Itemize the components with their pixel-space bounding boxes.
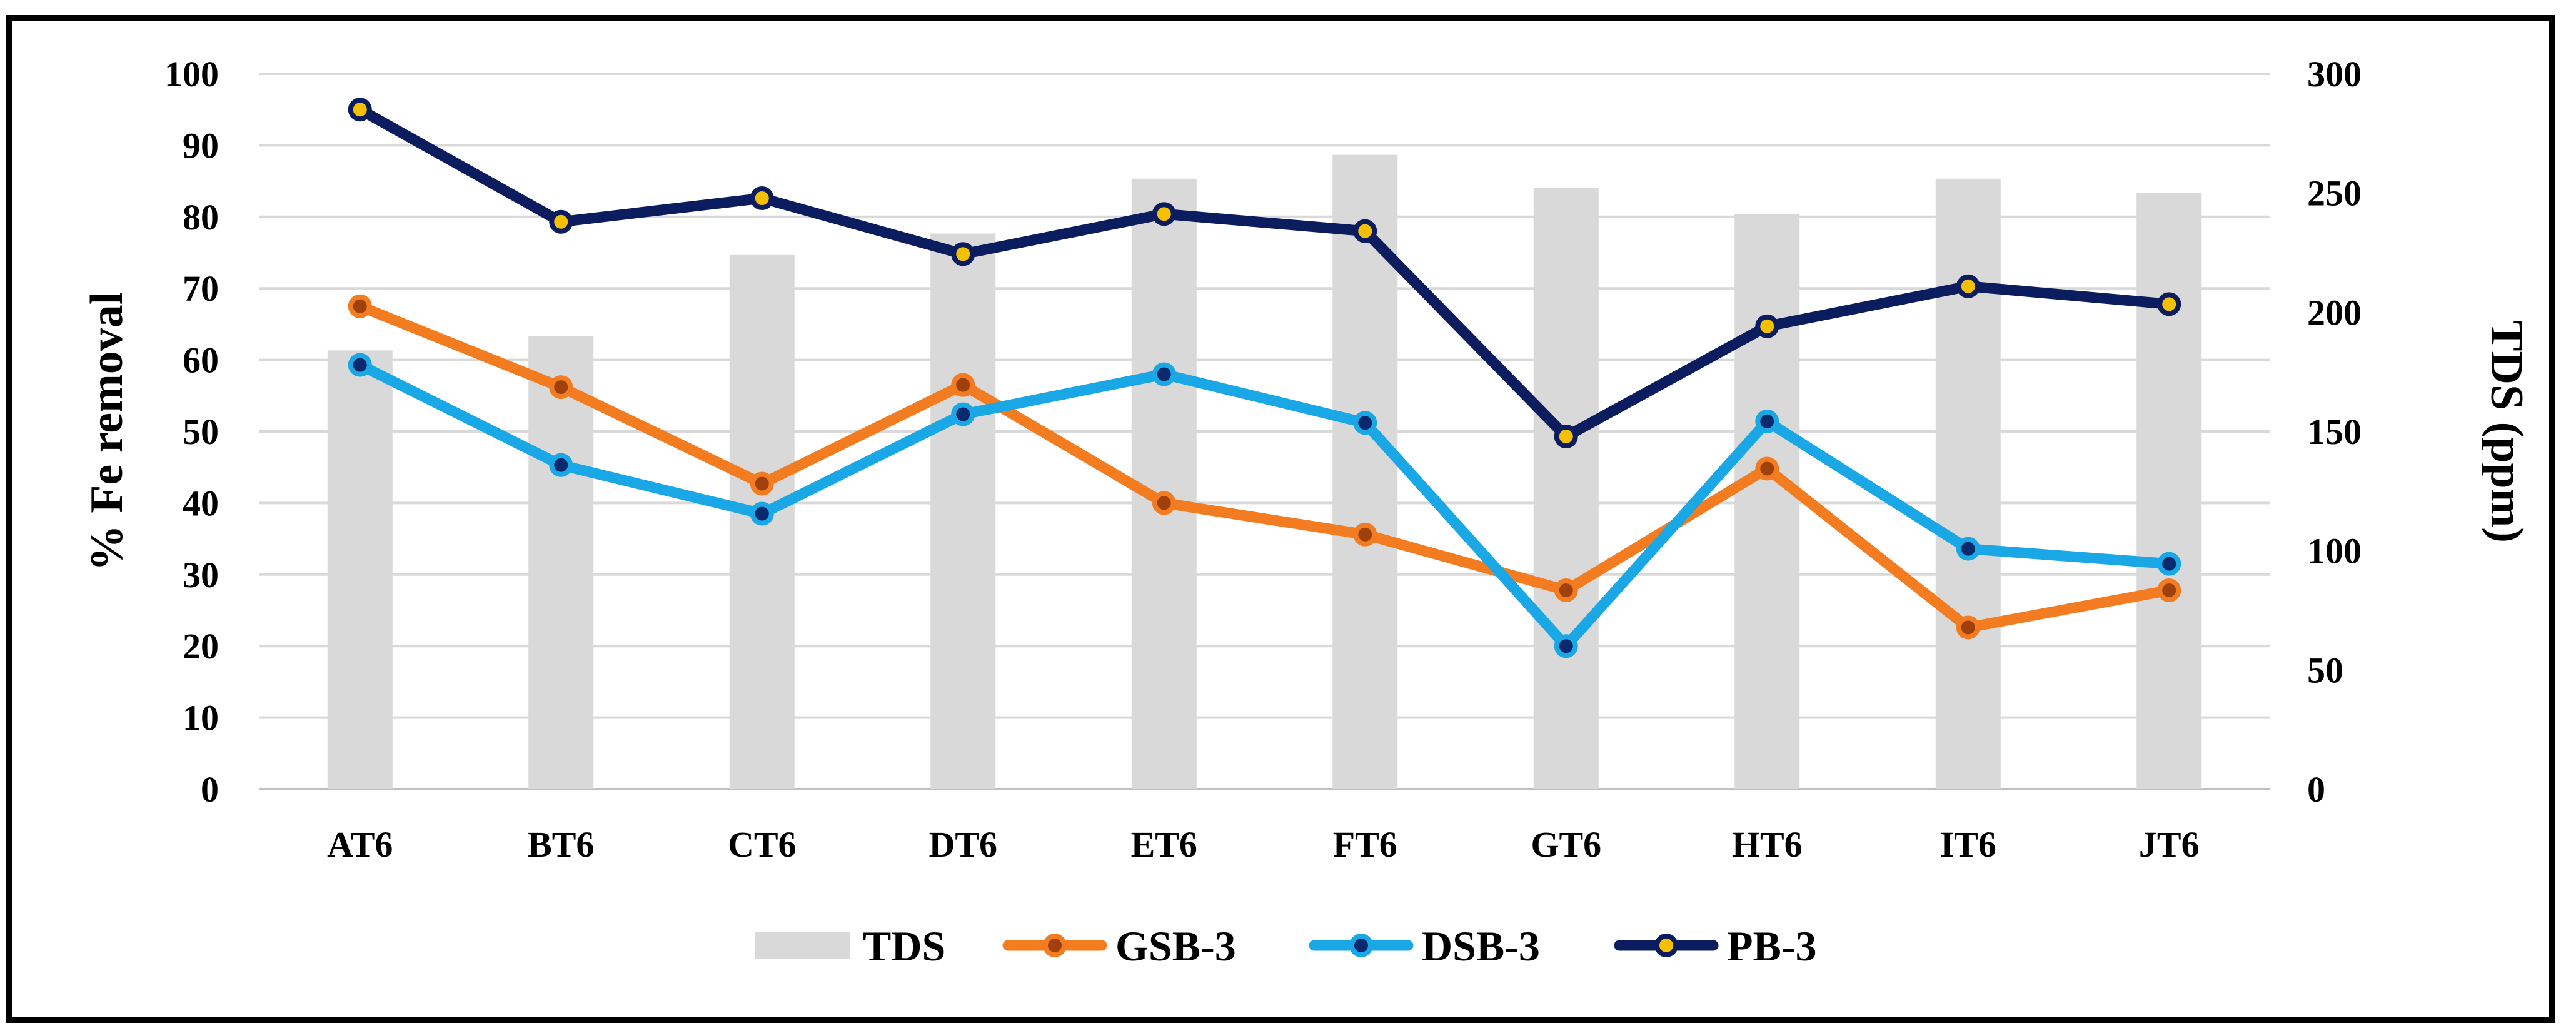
y-tick-label: 70 xyxy=(183,268,219,309)
series-line-dsb-3 xyxy=(355,360,2175,652)
y2-tick-label: 100 xyxy=(2307,531,2362,572)
y-tick-label: 10 xyxy=(183,698,219,738)
series-markers xyxy=(348,98,2181,658)
series-lines xyxy=(355,104,2175,652)
series-point-gsb-3 xyxy=(1554,578,1578,602)
series-point-pb-3 xyxy=(1956,274,1980,298)
tds-bar xyxy=(1131,178,1197,790)
y2-tick-label: 150 xyxy=(2307,411,2362,452)
y-tick-label: 30 xyxy=(183,555,219,595)
tds-bar xyxy=(1935,178,2001,790)
tds-bar xyxy=(327,350,393,789)
series-point-gsb-3 xyxy=(549,375,573,400)
series-point-dsb-3 xyxy=(951,402,975,426)
series-line-pb-3 xyxy=(355,104,2175,442)
right-axis-ticks: 0 50 100 150 200 250 300 xyxy=(2307,54,2362,810)
series-point-pb-3 xyxy=(1554,425,1578,449)
y-tick-label: 100 xyxy=(164,54,219,94)
series-point-pb-3 xyxy=(1755,314,1779,338)
y-tick-label: 60 xyxy=(183,340,219,381)
y-tick-label: 20 xyxy=(183,626,219,667)
series-point-gsb-3 xyxy=(951,373,975,397)
x-axis-ticks: AT6 BT6 CT6 DT6 ET6 FT6 GT6 HT6 IT6 JT6 xyxy=(327,824,2199,865)
tds-bar xyxy=(528,336,594,789)
series-point-dsb-3 xyxy=(2157,552,2181,576)
series-point-gsb-3 xyxy=(750,471,774,496)
x-tick-label: HT6 xyxy=(1732,824,1803,865)
tds-bar xyxy=(930,233,996,789)
series-point-pb-3 xyxy=(951,242,975,266)
series-point-gsb-3 xyxy=(2157,578,2181,602)
y-tick-label: 40 xyxy=(183,483,219,523)
series-point-pb-3 xyxy=(2157,292,2181,316)
series-point-dsb-3 xyxy=(1152,362,1176,386)
series-point-dsb-3 xyxy=(549,453,573,477)
series-point-pb-3 xyxy=(750,186,774,211)
tds-bar xyxy=(1734,214,1800,789)
series-point-dsb-3 xyxy=(1554,634,1578,658)
x-tick-label: AT6 xyxy=(327,824,393,865)
left-axis-ticks: 0 10 20 30 40 50 60 70 80 90 100 xyxy=(164,54,219,810)
x-tick-label: DT6 xyxy=(928,824,997,865)
series-point-gsb-3 xyxy=(1755,456,1779,481)
tds-bar xyxy=(2136,193,2202,790)
y2-tick-label: 50 xyxy=(2307,650,2343,690)
y-tick-label: 50 xyxy=(183,411,219,452)
x-tick-label: FT6 xyxy=(1333,824,1397,865)
legend-label: DSB-3 xyxy=(1422,922,1540,970)
series-point-gsb-3 xyxy=(1152,491,1176,515)
series-point-pb-3 xyxy=(1353,219,1377,243)
y2-tick-label: 300 xyxy=(2307,54,2362,94)
y-tick-label: 0 xyxy=(201,769,219,810)
x-tick-label: JT6 xyxy=(2139,824,2200,865)
series-point-gsb-3 xyxy=(1353,522,1377,547)
series-point-pb-3 xyxy=(1152,202,1176,226)
series-point-dsb-3 xyxy=(348,353,372,377)
x-tick-label: CT6 xyxy=(728,824,797,865)
legend-label: TDS xyxy=(863,922,945,970)
x-tick-label: GT6 xyxy=(1531,824,1601,865)
series-line-gsb-3 xyxy=(355,301,2175,633)
legend-marker xyxy=(1654,934,1678,957)
x-tick-label: IT6 xyxy=(1940,824,1996,865)
legend-marker xyxy=(1043,934,1067,957)
y-tick-label: 90 xyxy=(183,125,219,166)
series-point-dsb-3 xyxy=(1956,537,1980,561)
series-point-pb-3 xyxy=(549,209,573,234)
series-point-gsb-3 xyxy=(1956,615,1980,640)
y2-tick-label: 200 xyxy=(2307,292,2362,333)
x-tick-label: BT6 xyxy=(528,824,594,865)
series-point-dsb-3 xyxy=(1755,409,1779,433)
series-point-gsb-3 xyxy=(348,294,372,318)
legend: TDS GSB-3 DSB-3 PB-3 xyxy=(755,922,1817,970)
tds-bar xyxy=(1533,188,1599,789)
x-tick-label: ET6 xyxy=(1131,824,1197,865)
legend-label: PB-3 xyxy=(1727,922,1817,970)
y2-axis-title: TDS (ppm) xyxy=(2481,320,2532,543)
y-axis-title: % Fe removal xyxy=(81,292,133,572)
legend-marker xyxy=(1349,934,1373,957)
series-point-dsb-3 xyxy=(750,501,774,526)
y2-tick-label: 0 xyxy=(2307,769,2325,810)
series-point-dsb-3 xyxy=(1353,411,1377,435)
y-tick-label: 80 xyxy=(183,197,219,238)
legend-swatch-tds xyxy=(755,932,850,959)
series-point-pb-3 xyxy=(348,98,372,122)
legend-label: GSB-3 xyxy=(1115,922,1236,970)
y2-tick-label: 250 xyxy=(2307,173,2362,214)
